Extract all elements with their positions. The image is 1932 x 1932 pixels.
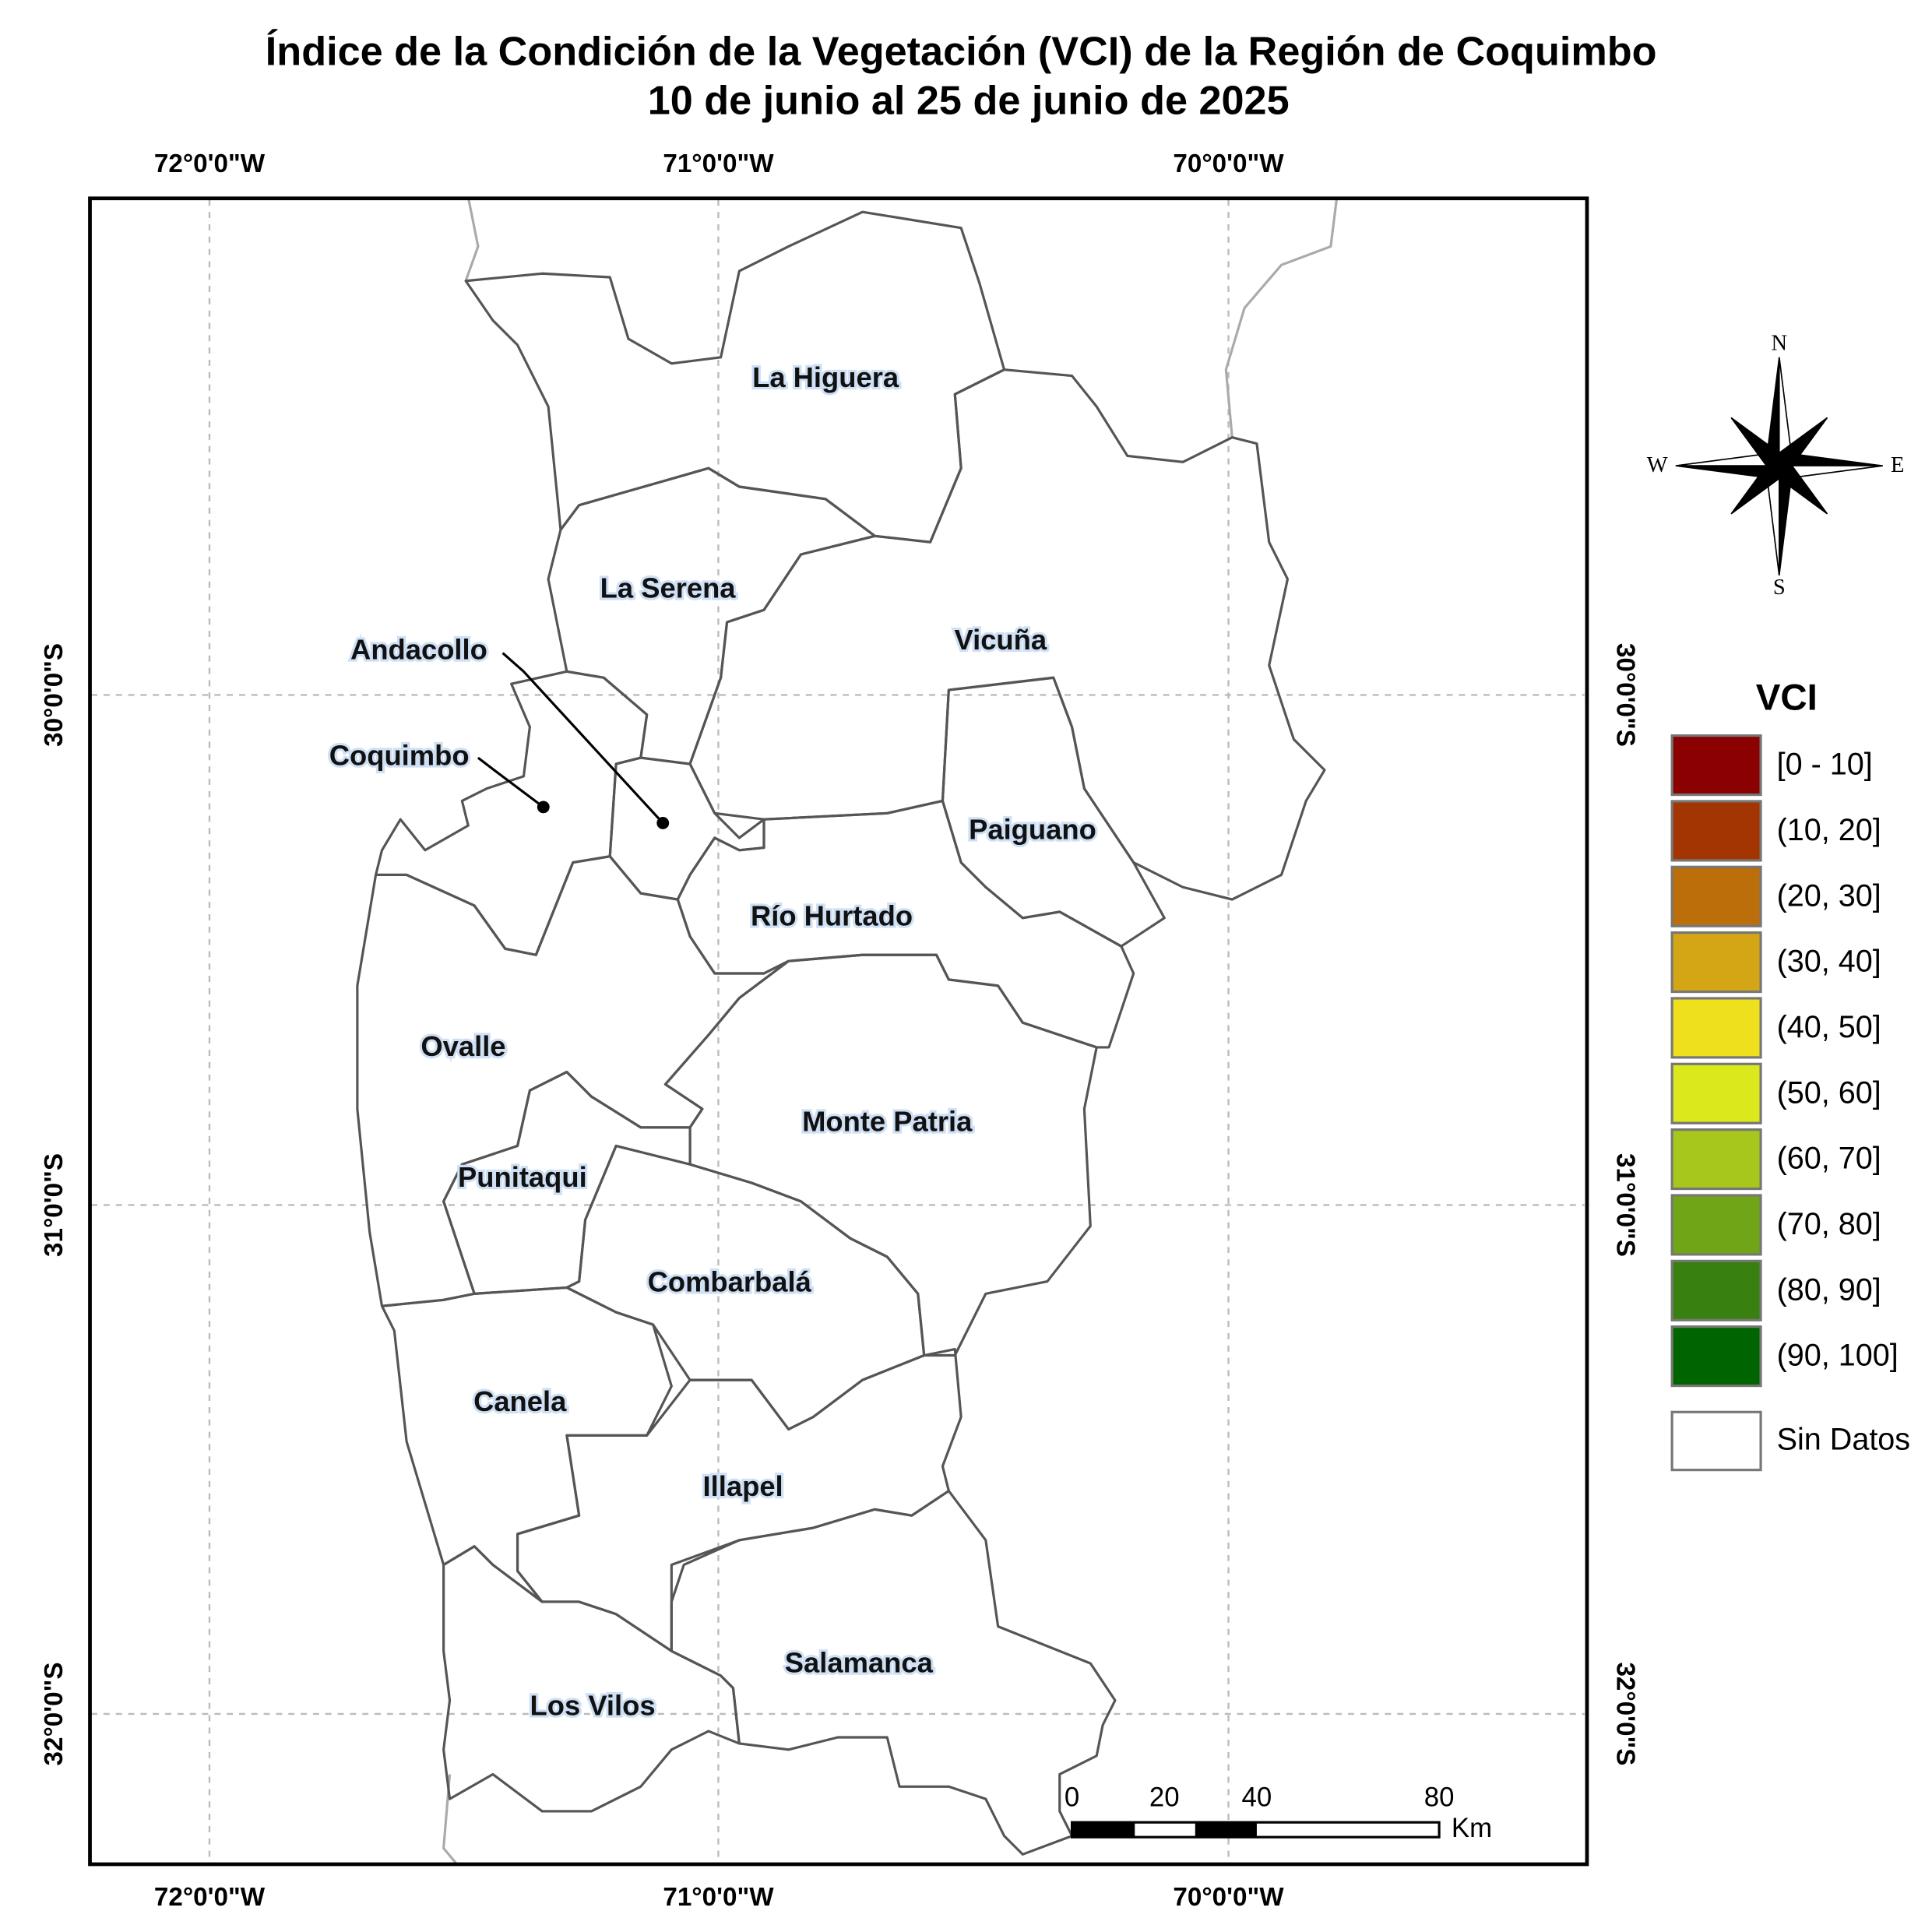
- legend: VCI [0 - 10] (10, 20] (20, 30] (30, 40] (40,…: [1670, 677, 1910, 1472]
- region-label: Salamanca: [785, 1646, 934, 1678]
- map-frame: [88, 196, 1589, 1867]
- lat-label: 30°0'0"S: [40, 643, 69, 747]
- region-label: La Serena: [600, 572, 737, 604]
- title: Índice de la Condición de la Vegetación …: [266, 29, 1657, 74]
- legend-swatch: [1670, 931, 1762, 994]
- legend-label: (20, 30]: [1777, 878, 1881, 913]
- legend-label: (90, 100]: [1777, 1339, 1899, 1373]
- region-labels: La Higuera La Serena Vicuña Andacollo Co…: [327, 359, 1099, 1724]
- legend-swatch: [1670, 865, 1762, 927]
- legend-label: (30, 40]: [1777, 945, 1881, 979]
- scale-label: 0: [1065, 1782, 1079, 1812]
- scale-unit: Km: [1452, 1813, 1492, 1843]
- legend-label: (80, 90]: [1777, 1272, 1881, 1307]
- lat-label: 32°0'0"S: [1611, 1662, 1640, 1765]
- region-label: Coquimbo: [329, 740, 470, 772]
- legend-swatch: [1670, 1194, 1762, 1256]
- lat-label: 31°0'0"S: [40, 1153, 69, 1257]
- region-label: Vicuña: [954, 624, 1047, 656]
- region-rio-hurtado: [676, 799, 1135, 1049]
- region-label: Ovalle: [421, 1030, 505, 1062]
- region-label: Combarbalá: [648, 1265, 812, 1297]
- legend-swatch: [1670, 1128, 1762, 1191]
- region-label: Río Hurtado: [751, 899, 913, 931]
- scale-label: 40: [1242, 1782, 1272, 1812]
- lon-label: 71°0'0"W: [663, 150, 774, 178]
- graticule: [91, 199, 1585, 1863]
- compass-rose: N S E W: [1647, 332, 1905, 600]
- lat-label: 30°0'0"S: [1611, 643, 1640, 747]
- region-label: Monte Patria: [802, 1106, 973, 1138]
- legend-label: (10, 20]: [1777, 813, 1881, 847]
- scale-label: 80: [1424, 1782, 1455, 1812]
- scale-label: 20: [1149, 1782, 1180, 1812]
- region-label: Andacollo: [350, 634, 487, 666]
- legend-swatch: [1670, 1062, 1762, 1124]
- region-label: La Higuera: [752, 361, 899, 393]
- compass-letter: E: [1891, 453, 1904, 477]
- legend-swatch: [1670, 734, 1762, 797]
- lon-label: 70°0'0"W: [1173, 150, 1284, 178]
- compass-letter: W: [1647, 453, 1668, 477]
- region-label: Illapel: [703, 1470, 783, 1502]
- region-label: Canela: [473, 1385, 567, 1417]
- legend-swatch: [1670, 1325, 1762, 1388]
- subtitle: 10 de junio al 25 de junio de 2025: [648, 79, 1290, 124]
- legend-label: (50, 60]: [1777, 1075, 1881, 1110]
- legend-label: (40, 50]: [1777, 1010, 1881, 1044]
- region-salamanca: [670, 1489, 1117, 1856]
- legend-swatch: [1670, 1410, 1762, 1472]
- neighbour-border: [442, 196, 1339, 1864]
- legend-label: [0 - 10]: [1777, 748, 1873, 782]
- legend-swatch: [1670, 997, 1762, 1059]
- region-label: Paiguano: [969, 814, 1096, 846]
- compass-letter: S: [1773, 575, 1786, 600]
- legend-label: (70, 80]: [1777, 1207, 1881, 1241]
- regions: [356, 210, 1326, 1856]
- region-los-vilos: [442, 1545, 741, 1813]
- legend-swatch: [1670, 1259, 1762, 1321]
- region-label: Los Vilos: [530, 1690, 656, 1722]
- region-label: Punitaqui: [458, 1161, 587, 1193]
- legend-label: (60, 70]: [1777, 1142, 1881, 1176]
- lon-label: 70°0'0"W: [1173, 1883, 1284, 1912]
- legend-swatch: [1670, 800, 1762, 862]
- lon-label: 72°0'0"W: [154, 150, 266, 178]
- legend-label: Sin Datos: [1777, 1423, 1910, 1457]
- leader-lines: [477, 652, 670, 829]
- scale-bar: 0 20 40 80 Km: [1065, 1782, 1492, 1843]
- lat-label: 31°0'0"S: [1611, 1153, 1640, 1257]
- compass-letter: N: [1772, 332, 1788, 356]
- legend-title: VCI: [1756, 677, 1818, 718]
- coordinate-labels: 72°0'0"W 71°0'0"W 70°0'0"W 72°0'0"W 71°0…: [40, 150, 1640, 1912]
- lon-label: 71°0'0"W: [663, 1883, 774, 1912]
- lon-label: 72°0'0"W: [154, 1883, 266, 1912]
- lat-label: 32°0'0"S: [40, 1662, 69, 1765]
